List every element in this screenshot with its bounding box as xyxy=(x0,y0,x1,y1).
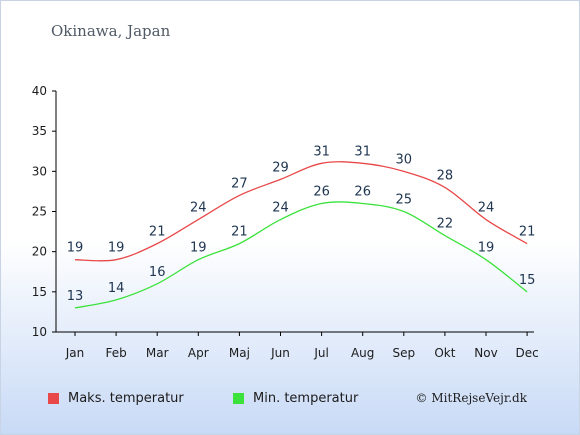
legend-swatch-min xyxy=(233,393,244,404)
min-temperature-data-label: 14 xyxy=(108,281,125,296)
max-temperature-data-label: 31 xyxy=(313,144,330,159)
min-temperature-data-label: 19 xyxy=(478,241,495,256)
max-temperature-data-label: 21 xyxy=(149,225,166,240)
min-temperature-data-label: 19 xyxy=(190,241,207,256)
x-tick-label: Jul xyxy=(313,346,328,360)
max-temperature-data-label: 27 xyxy=(231,176,248,191)
x-tick-label: Sep xyxy=(392,346,415,360)
max-temperature-line xyxy=(74,161,528,262)
min-temperature-data-label: 21 xyxy=(231,225,248,240)
max-temperature-data-label: 24 xyxy=(478,201,495,216)
legend-label-max: Maks. temperatur xyxy=(68,391,184,406)
chart-title: Okinawa, Japan xyxy=(51,22,171,40)
min-temperature-data-label: 26 xyxy=(313,184,330,199)
x-tick-label: Jun xyxy=(270,346,290,360)
min-temperature-line xyxy=(74,201,528,309)
max-temperature-data-label: 21 xyxy=(519,225,536,240)
min-temperature-data-label: 16 xyxy=(149,265,166,280)
x-tick-label: Jan xyxy=(65,346,85,360)
y-tick-label: 35 xyxy=(32,124,47,138)
y-tick-label: 40 xyxy=(32,84,47,98)
min-temperature-data-label: 13 xyxy=(67,289,84,304)
x-tick-label: Aug xyxy=(351,346,374,360)
min-temperature-data-label: 26 xyxy=(354,184,371,199)
y-tick-label: 25 xyxy=(32,205,47,219)
x-tick-label: Mar xyxy=(146,346,169,360)
legend-item-min: Min. temperatur xyxy=(233,391,358,406)
credit-text: © MitRejseVejr.dk xyxy=(415,391,527,405)
y-tick-label: 20 xyxy=(32,245,47,259)
x-tick-label: Apr xyxy=(188,346,209,360)
min-temperature-data-label: 22 xyxy=(437,217,454,232)
min-temperature-data-label: 15 xyxy=(519,273,536,288)
x-tick-label: Maj xyxy=(229,346,250,360)
max-temperature-data-label: 29 xyxy=(272,160,289,175)
y-tick-label: 10 xyxy=(32,325,47,339)
max-temperature-data-label: 31 xyxy=(354,144,371,159)
max-temperature-data-label: 30 xyxy=(396,152,413,167)
max-temperature-data-label: 19 xyxy=(67,241,84,256)
legend-label-min: Min. temperatur xyxy=(253,391,359,406)
x-tick-label: Okt xyxy=(434,346,455,360)
x-tick-label: Dec xyxy=(515,346,538,360)
min-temperature-data-label: 25 xyxy=(396,193,413,208)
y-tick-label: 15 xyxy=(32,285,47,299)
max-temperature-data-label: 28 xyxy=(437,168,454,183)
min-temperature-data-label: 24 xyxy=(272,201,289,216)
x-tick-label: Feb xyxy=(105,346,126,360)
y-tick-label: 30 xyxy=(32,164,47,178)
legend-swatch-max xyxy=(48,393,59,404)
max-temperature-data-label: 24 xyxy=(190,201,207,216)
legend-item-max: Maks. temperatur xyxy=(48,391,184,406)
x-tick-label: Nov xyxy=(474,346,497,360)
max-temperature-data-label: 19 xyxy=(108,241,125,256)
